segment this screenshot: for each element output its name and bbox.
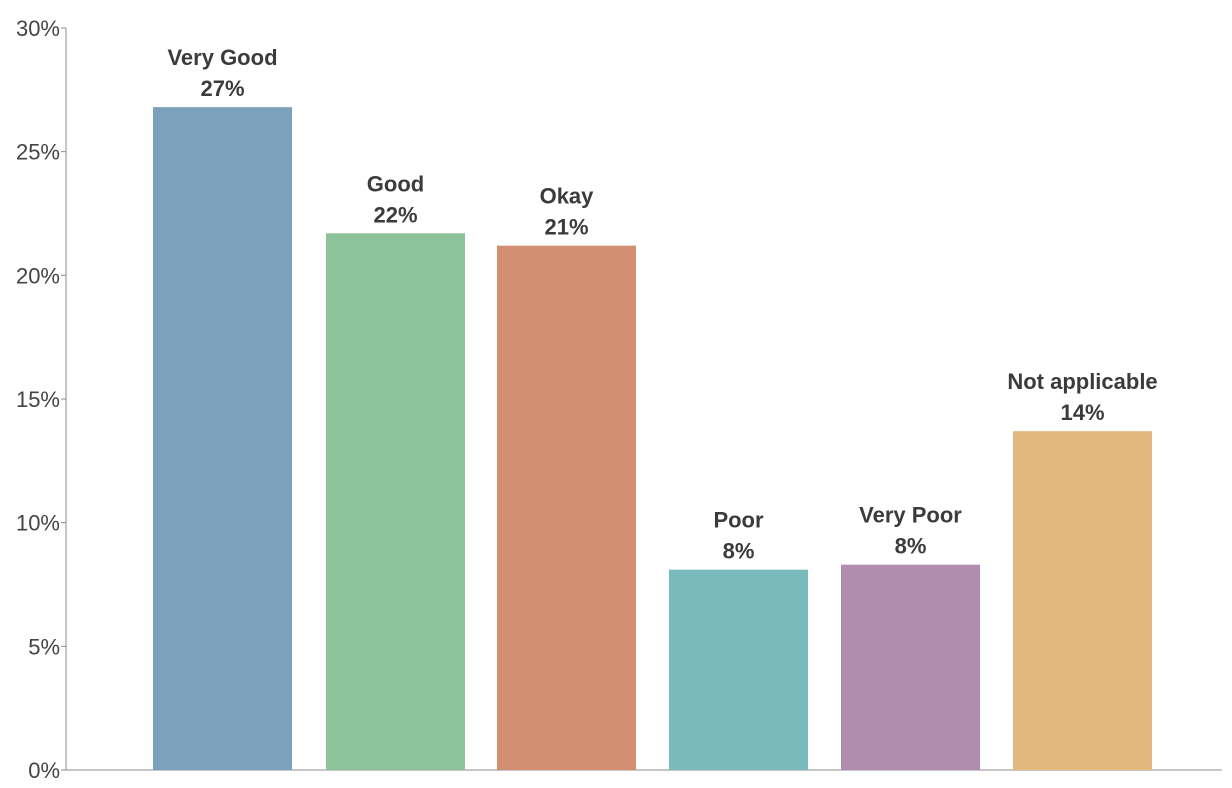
bar-very-good — [153, 107, 292, 770]
y-axis: 0% 5% 10% 15% 20% 25% 30% — [16, 16, 67, 783]
category-label: Very Poor — [859, 503, 962, 528]
y-tick-label: 0% — [28, 758, 60, 783]
y-tick-label: 10% — [16, 511, 60, 536]
category-label: Very Good — [167, 45, 277, 70]
category-label: Not applicable — [1007, 369, 1157, 394]
y-tick-label: 25% — [16, 140, 60, 165]
bar-not-applicable — [1013, 431, 1152, 770]
value-label: 8% — [723, 539, 755, 564]
category-label: Good — [367, 171, 424, 196]
value-label: 8% — [895, 534, 927, 559]
bar-okay — [497, 245, 636, 771]
data-labels: Very Good 27% Good 22% Okay 21% Poor 8% Very Poo… — [167, 45, 1157, 564]
value-label: 21% — [544, 215, 588, 240]
y-tick-label: 5% — [28, 634, 60, 659]
bar-good — [326, 233, 465, 770]
category-label: Okay — [540, 184, 595, 209]
y-tick-label: 30% — [16, 16, 60, 41]
value-label: 27% — [200, 76, 244, 101]
value-label: 22% — [373, 202, 417, 227]
bar-poor — [669, 569, 808, 770]
y-tick-label: 20% — [16, 263, 60, 288]
category-label: Poor — [713, 508, 764, 533]
value-label: 14% — [1060, 400, 1104, 425]
bar-very-poor — [841, 564, 980, 770]
bars — [153, 107, 1152, 771]
y-tick-label: 15% — [16, 387, 60, 412]
